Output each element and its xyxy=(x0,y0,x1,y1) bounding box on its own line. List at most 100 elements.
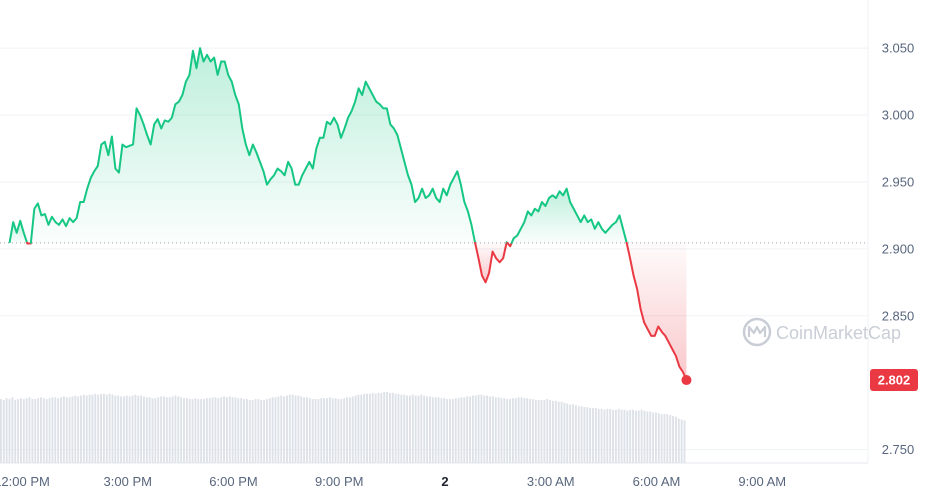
volume-bar xyxy=(354,395,357,463)
volume-bar xyxy=(514,398,517,463)
line-segment-down xyxy=(625,241,688,382)
line-segment-up xyxy=(29,47,477,244)
volume-bar xyxy=(577,406,580,463)
volume-bar xyxy=(134,394,137,463)
volume-bar xyxy=(208,398,211,463)
volume-bar xyxy=(260,399,263,463)
volume-bar xyxy=(546,399,549,463)
volume-bar xyxy=(82,394,85,463)
volume-bar xyxy=(174,395,177,463)
volume-bar xyxy=(626,410,629,463)
volume-bar xyxy=(303,397,306,463)
volume-bar xyxy=(572,404,574,463)
volume-bar xyxy=(237,398,240,463)
volume-bar xyxy=(683,420,686,463)
volume-bar xyxy=(612,409,614,463)
volume-bar xyxy=(534,399,537,463)
watermark: CoinMarketCap xyxy=(742,317,901,347)
volume-bar xyxy=(431,397,434,463)
volume-bar xyxy=(168,397,171,463)
x-tick-label: 9:00 PM xyxy=(315,474,363,489)
x-tick-label: 12:00 PM xyxy=(0,474,50,489)
volume-bar xyxy=(188,399,191,463)
volume-bar xyxy=(463,397,466,463)
volume-bar xyxy=(31,399,34,463)
line-segment-down xyxy=(506,241,513,248)
y-tick-label: 3.050 xyxy=(882,41,915,56)
volume-bar xyxy=(480,394,483,463)
x-tick-label: 3:00 PM xyxy=(104,474,152,489)
volume-bar xyxy=(589,407,592,463)
volume-bar xyxy=(68,397,71,463)
volume-bar xyxy=(60,397,62,463)
volume-bar xyxy=(231,397,234,463)
volume-bar xyxy=(205,398,208,463)
volume-bar xyxy=(486,395,489,463)
volume-bar xyxy=(417,395,420,463)
volume-bar xyxy=(288,394,291,463)
volume-bar xyxy=(629,409,632,463)
volume-bar xyxy=(489,396,491,463)
volume-bar xyxy=(105,394,108,463)
volume-bar xyxy=(434,397,437,463)
y-tick-label: 3.000 xyxy=(882,108,915,123)
volume-bar xyxy=(368,393,371,463)
volume-bar xyxy=(94,393,97,463)
volume-bar xyxy=(185,398,188,463)
volume-bar xyxy=(360,394,363,463)
line-segment-up xyxy=(8,219,29,244)
volume-bar xyxy=(311,399,314,463)
volume-bar xyxy=(183,398,185,463)
volume-bar xyxy=(497,397,500,463)
volume-bar xyxy=(414,395,417,463)
volume-bar xyxy=(592,407,594,463)
volume-bar xyxy=(363,393,366,463)
volume-bar xyxy=(477,394,480,463)
volume-bar xyxy=(666,414,669,463)
volume-bar xyxy=(85,395,88,463)
volume-bar xyxy=(617,408,620,463)
volume-bar xyxy=(128,396,131,463)
volume-bar xyxy=(529,399,532,463)
volume-bar xyxy=(366,393,368,463)
volume-bars xyxy=(0,392,686,463)
y-tick-label: 2.900 xyxy=(882,241,915,256)
volume-bar xyxy=(526,398,529,463)
x-tick-label: 3:00 AM xyxy=(527,474,575,489)
volume-bar xyxy=(34,399,37,463)
volume-bar xyxy=(240,398,243,463)
volume-bar xyxy=(326,398,328,463)
volume-bar xyxy=(537,399,540,463)
volume-bar xyxy=(191,399,194,463)
volume-bar xyxy=(120,396,122,463)
volume-bar xyxy=(503,398,506,463)
volume-bar xyxy=(443,398,446,463)
volume-bar xyxy=(151,398,154,463)
volume-bar xyxy=(220,397,223,463)
price-area xyxy=(9,48,687,381)
volume-bar xyxy=(248,399,251,463)
volume-bar xyxy=(511,398,514,463)
volume-bar xyxy=(80,395,82,463)
volume-bar xyxy=(557,401,560,463)
volume-bar xyxy=(65,397,68,463)
volume-bar xyxy=(228,396,231,463)
volume-bar xyxy=(420,394,423,463)
watermark-text: CoinMarketCap xyxy=(776,323,901,343)
volume-bar xyxy=(460,397,463,463)
volume-bar xyxy=(654,412,657,463)
volume-bar xyxy=(180,397,183,463)
y-axis: 3.050 3.000 2.950 2.900 2.850 2.750 xyxy=(882,41,915,457)
volume-bar xyxy=(543,399,546,463)
volume-bar xyxy=(563,402,566,463)
volume-bar xyxy=(245,399,248,463)
volume-bar xyxy=(25,398,28,463)
x-tick-label: 6:00 AM xyxy=(633,474,681,489)
volume-bar xyxy=(672,415,675,463)
volume-bar xyxy=(457,398,460,463)
x-tick-label: 9:00 AM xyxy=(738,474,786,489)
volume-bar xyxy=(51,397,54,463)
volume-bar xyxy=(340,399,343,463)
coinmarketcap-logo-icon xyxy=(742,317,772,347)
volume-bar xyxy=(157,397,160,463)
